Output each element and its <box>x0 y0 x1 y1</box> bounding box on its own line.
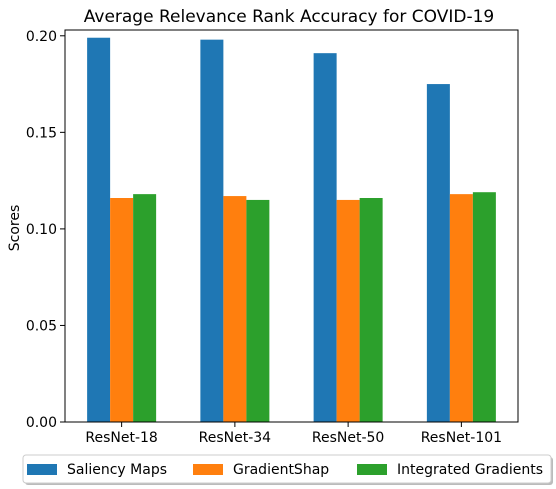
bar-integrated-gradients-resnet-18 <box>133 194 157 422</box>
plot-frame <box>64 29 519 423</box>
bar-integrated-gradients-resnet-50 <box>359 198 383 422</box>
x-tick-label: ResNet-34 <box>199 430 272 446</box>
y-tick-label: 0.00 <box>26 415 57 431</box>
plot-area: 0.00 0.05 0.10 0.15 0.20 ResNet-18 ResNet-34 Re… <box>26 29 519 446</box>
legend-label: GradientShap <box>233 462 329 478</box>
legend-box <box>22 454 552 484</box>
x-tick-label: ResNet-50 <box>312 430 384 446</box>
legend[interactable]: Saliency Maps GradientShap Integrated Grad… <box>22 454 553 485</box>
legend-swatch <box>193 464 223 475</box>
bar-gradientshap-resnet-34 <box>223 196 247 422</box>
bar-integrated-gradients-resnet-34 <box>246 199 270 422</box>
x-tick-label: ResNet-18 <box>85 430 157 446</box>
bar-gradientshap-resnet-50 <box>336 199 360 422</box>
chart-title: Average Relevance Rank Accuracy for COVI… <box>84 7 495 27</box>
y-tick-label: 0.05 <box>26 318 57 334</box>
y-axis-label: Scores <box>7 205 23 252</box>
bar-saliency-maps-resnet-101 <box>426 84 450 422</box>
bar-saliency-maps-resnet-34 <box>200 39 224 422</box>
legend-swatch <box>357 464 387 475</box>
legend-swatch <box>27 464 57 475</box>
bar-saliency-maps-resnet-18 <box>87 37 111 423</box>
bar-saliency-maps-resnet-50 <box>313 53 337 422</box>
legend-label: Saliency Maps <box>67 462 167 478</box>
y-tick-label: 0.10 <box>26 222 57 238</box>
bar-integrated-gradients-resnet-101 <box>472 192 496 422</box>
bar-gradientshap-resnet-18 <box>110 198 134 422</box>
legend-label: Integrated Gradients <box>397 462 543 478</box>
bar-gradientshap-resnet-101 <box>449 194 473 422</box>
y-tick-label: 0.20 <box>26 29 57 45</box>
y-tick-label: 0.15 <box>26 125 57 141</box>
x-tick-label: ResNet-101 <box>421 430 502 446</box>
